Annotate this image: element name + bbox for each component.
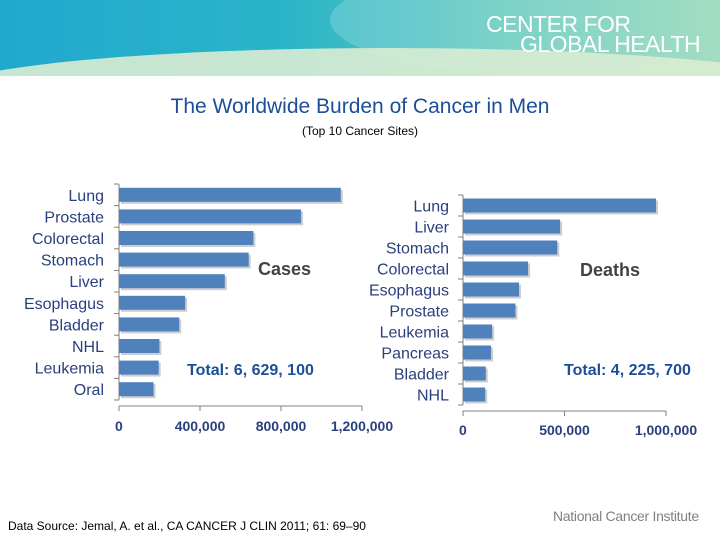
- deaths-category-label: Colorectal: [377, 262, 449, 279]
- cases-category-label: Leukemia: [35, 361, 104, 378]
- cases-category-label: NHL: [72, 339, 104, 356]
- page-title: The Worldwide Burden of Cancer in Men: [170, 95, 550, 118]
- deaths-total: Total: 4, 225, 700: [564, 362, 691, 379]
- deaths-category-label: Liver: [414, 220, 449, 237]
- deaths-category-label: Esophagus: [369, 283, 449, 300]
- cases-category-label: Prostate: [44, 209, 104, 226]
- deaths-bar: [463, 261, 529, 276]
- cases-bar: [119, 274, 225, 289]
- cases-chart-title: Cases: [258, 259, 311, 279]
- cases-bar: [119, 360, 159, 375]
- cases-tick-label: 800,000: [256, 418, 307, 434]
- cases-bar: [119, 382, 154, 397]
- cases-tick-label: 0: [115, 418, 123, 434]
- deaths-category-label: Prostate: [389, 304, 449, 321]
- cases-category-label: Esophagus: [24, 296, 104, 313]
- deaths-tick-label: 1,000,000: [635, 422, 697, 438]
- deaths-category-label: Stomach: [386, 241, 449, 258]
- deaths-category-label: Lung: [413, 199, 449, 216]
- data-source: Data Source: Jemal, A. et al., CA CANCER…: [8, 519, 366, 533]
- deaths-bar: [463, 366, 486, 381]
- deaths-category-label: Bladder: [394, 367, 450, 384]
- cases-category-label: Oral: [74, 382, 104, 399]
- cases-tick-label: 1,200,000: [331, 418, 393, 434]
- deaths-tick-label: 0: [459, 422, 467, 438]
- header-banner: CENTER FOR GLOBAL HEALTH: [0, 0, 720, 76]
- brand-line-2: GLOBAL HEALTH: [520, 31, 701, 57]
- cases-category-label: Liver: [69, 274, 104, 291]
- deaths-bar: [463, 324, 493, 339]
- deaths-bar: [463, 240, 558, 255]
- deaths-bar: [463, 387, 486, 402]
- cases-category-label: Bladder: [49, 317, 105, 334]
- cases-category-label: Stomach: [41, 253, 104, 270]
- cases-bar: [119, 209, 302, 224]
- nci-logo: National Cancer Institute: [553, 508, 699, 524]
- deaths-tick-label: 500,000: [539, 422, 590, 438]
- cases-tick-label: 400,000: [175, 418, 226, 434]
- deaths-bar: [463, 282, 520, 297]
- deaths-bar: [463, 345, 492, 360]
- cases-bar: [119, 339, 160, 353]
- cases-category-label: Colorectal: [32, 231, 104, 248]
- deaths-bar: [463, 219, 561, 234]
- deaths-category-label: NHL: [417, 388, 449, 405]
- cases-bar: [119, 231, 254, 245]
- deaths-category-label: Pancreas: [381, 346, 449, 363]
- cases-bar: [119, 252, 249, 267]
- cases-total: Total: 6, 629, 100: [187, 362, 314, 379]
- cases-bar: [119, 317, 180, 332]
- deaths-category-label: Leukemia: [380, 325, 449, 342]
- brand-logo: CENTER FOR GLOBAL HEALTH: [486, 11, 701, 57]
- deaths-chart-title: Deaths: [580, 260, 640, 280]
- cases-bar: [119, 187, 341, 202]
- page-subtitle: (Top 10 Cancer Sites): [301, 124, 419, 138]
- deaths-bar: [463, 303, 516, 318]
- deaths-bar: [463, 198, 657, 213]
- cases-category-label: Lung: [68, 188, 104, 205]
- brand-line-1: CENTER FOR: [486, 11, 631, 37]
- cases-bar: [119, 295, 186, 310]
